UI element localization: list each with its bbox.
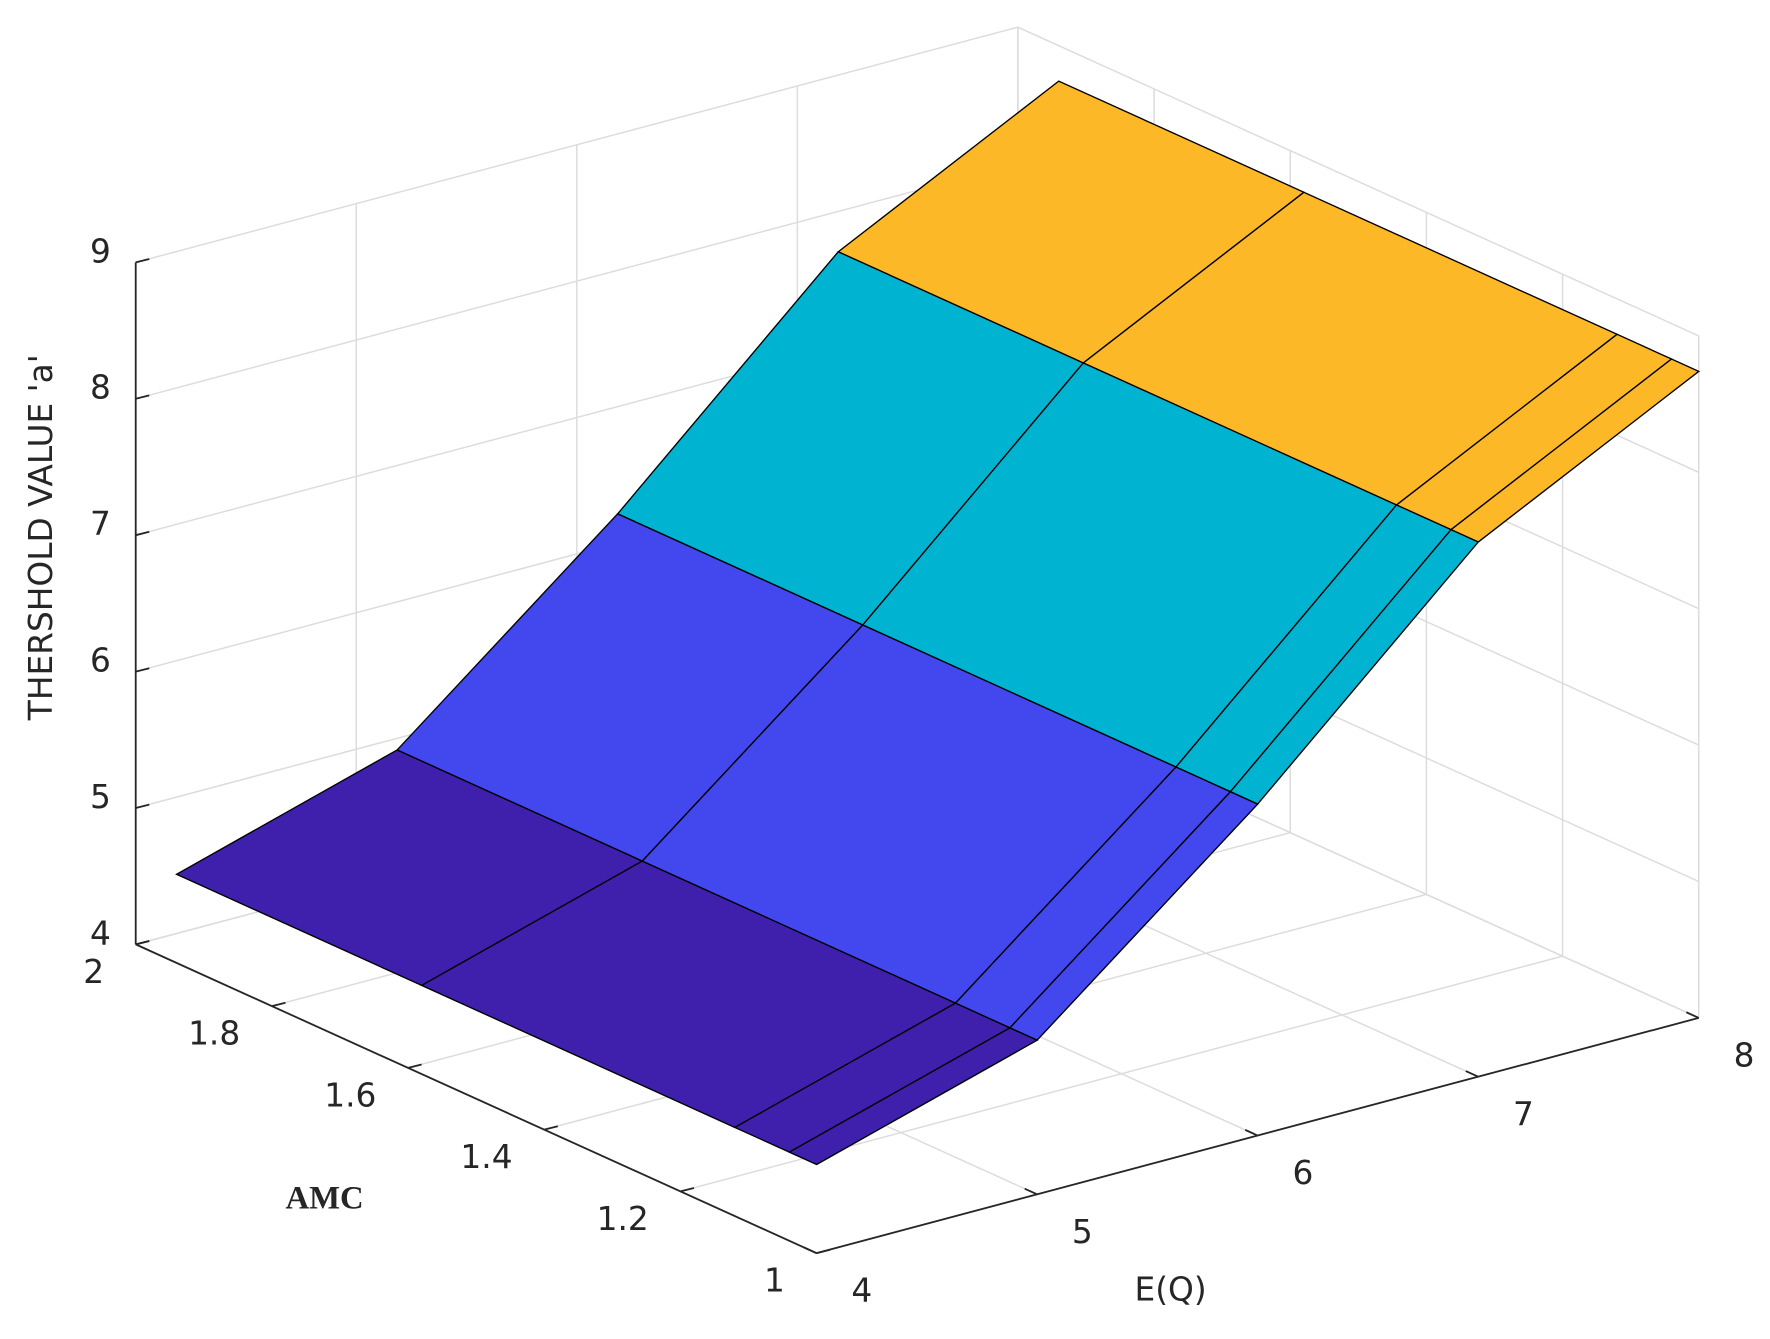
y-tick-label: 1.8	[188, 1015, 240, 1053]
y-tick-label: 1	[764, 1262, 785, 1300]
y-tick-label: 1.6	[324, 1076, 376, 1114]
y-axis	[135, 943, 817, 1254]
tick-mark	[135, 394, 150, 400]
tick-mark	[680, 1187, 695, 1193]
tick-mark	[271, 1001, 286, 1008]
tick-mark	[544, 1125, 559, 1131]
surface-face	[787, 1027, 1039, 1166]
plot-area: E(Q) AMC THERSHOLD VALUE 'a' 4 5 6 7 8 9 1 1.2 1…	[22, 26, 1755, 1310]
x-tick-label: 4	[851, 1272, 872, 1310]
tick-mark	[1685, 1011, 1700, 1019]
tick-mark	[135, 667, 150, 673]
x-tick-label: 8	[1734, 1036, 1755, 1074]
tick-mark	[803, 1246, 817, 1254]
y-axis-label: AMC	[285, 1181, 363, 1217]
x-axis-label: E(Q)	[1135, 1271, 1207, 1309]
z-tick-label: 7	[90, 505, 111, 543]
z-tick-label: 4	[90, 914, 111, 952]
z-axis-label: THERSHOLD VALUE 'a'	[22, 354, 60, 721]
tick-mark	[1244, 1129, 1259, 1137]
tick-mark	[1465, 1070, 1479, 1078]
tick-mark	[135, 530, 150, 537]
x-tick-label: 6	[1292, 1154, 1313, 1192]
tick-mark	[135, 258, 150, 264]
x-tick-label: 5	[1072, 1213, 1093, 1251]
y-tick-label: 2	[83, 953, 104, 991]
z-tick-label: 8	[90, 369, 111, 407]
tick-mark	[135, 803, 150, 809]
tick-mark	[407, 1063, 422, 1069]
y-tick-label: 1.4	[460, 1138, 512, 1176]
z-tick-label: 9	[90, 232, 111, 270]
tick-mark	[816, 1248, 831, 1255]
x-tick-label: 7	[1513, 1095, 1534, 1133]
tick-mark	[135, 940, 150, 946]
tick-mark	[1024, 1187, 1038, 1196]
z-tick-label: 5	[90, 778, 111, 816]
z-tick-label: 6	[90, 642, 111, 680]
y-tick-label: 1.2	[597, 1200, 649, 1238]
grid-line	[1017, 26, 1700, 337]
